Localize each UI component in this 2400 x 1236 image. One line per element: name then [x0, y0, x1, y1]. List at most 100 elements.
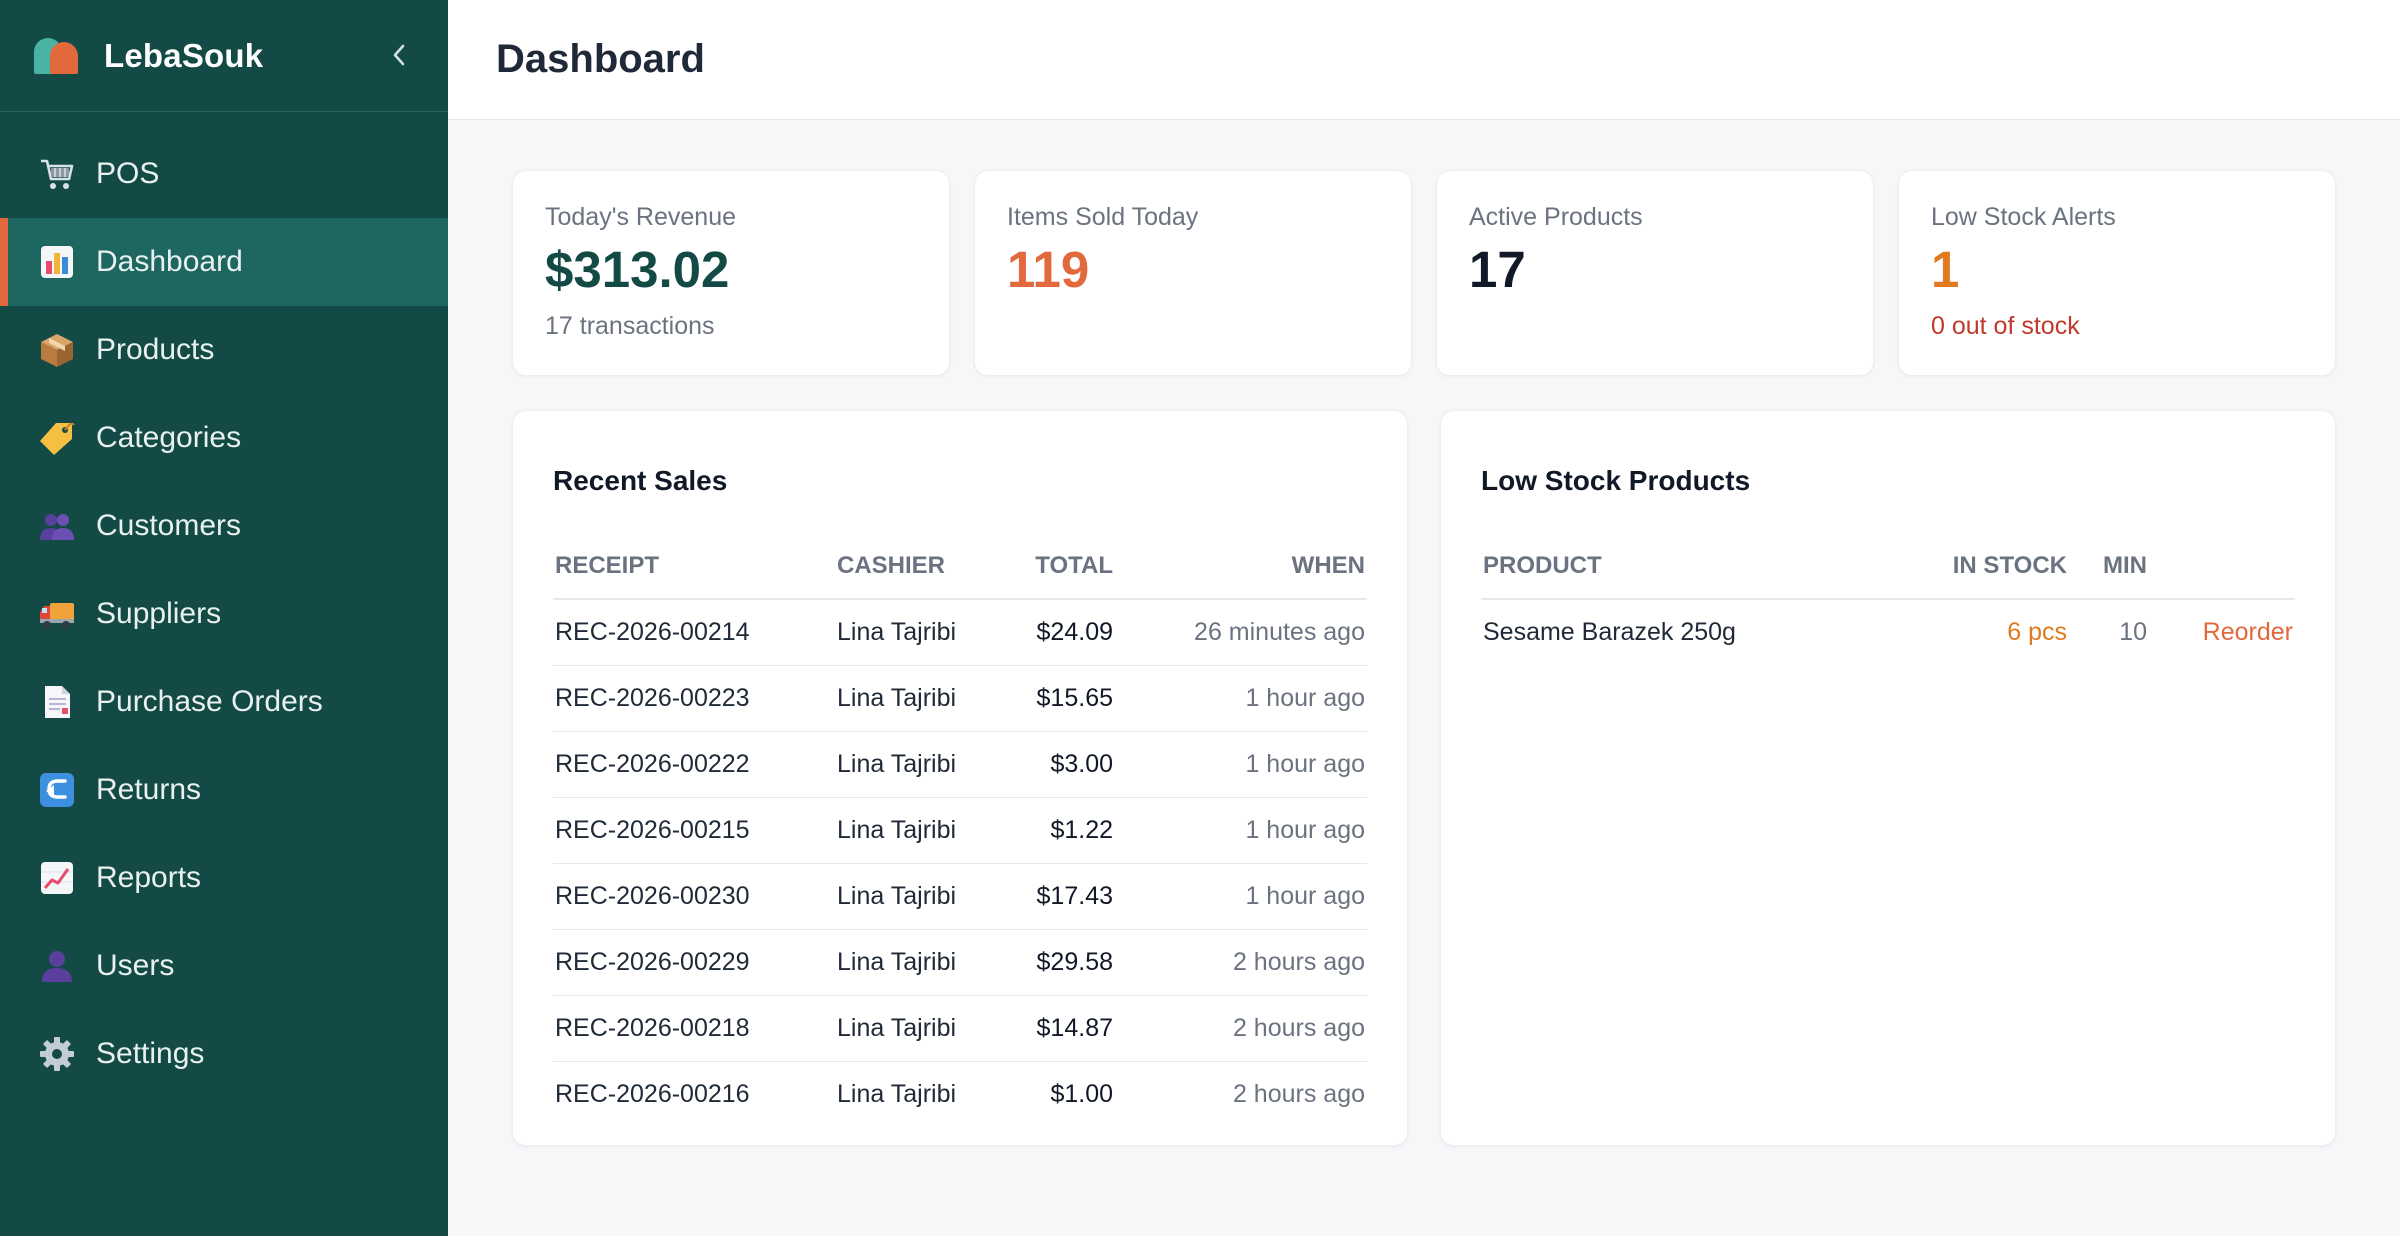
sidebar-item-label: Suppliers: [96, 597, 222, 630]
table-row[interactable]: REC-2026-00215 Lina Tajribi $1.22 1 hour…: [553, 797, 1367, 864]
low-stock-panel: Low Stock Products PRODUCT IN STOCK MIN …: [1440, 410, 2336, 1146]
table-header-row: RECEIPT CASHIER TOTAL WHEN: [553, 533, 1367, 600]
cashier-name: Lina Tajribi: [835, 797, 1021, 864]
sale-total: $14.87: [1021, 995, 1115, 1062]
sidebar-item-returns[interactable]: Returns: [0, 746, 448, 834]
sale-total: $1.22: [1021, 797, 1115, 864]
sidebar-item-users[interactable]: Users: [0, 922, 448, 1010]
receipt-number: REC-2026-00214: [553, 599, 835, 666]
cart-icon: [38, 155, 76, 193]
table-header-row: PRODUCT IN STOCK MIN: [1481, 533, 2295, 600]
sidebar-item-label: Categories: [96, 421, 242, 454]
document-icon: [38, 683, 76, 721]
column-header-receipt: RECEIPT: [553, 533, 835, 600]
stock-quantity: 6 pcs: [2007, 618, 2067, 646]
table-row: Sesame Barazek 250g 6 pcs 10 Reorder: [1481, 599, 2295, 665]
page-title: Dashboard: [496, 37, 705, 81]
table-row[interactable]: REC-2026-00223 Lina Tajribi $15.65 1 hou…: [553, 665, 1367, 732]
column-header-when: WHEN: [1115, 533, 1367, 600]
sidebar-item-label: Purchase Orders: [96, 685, 323, 718]
low-stock-alerts-label: Low Stock Alerts: [1931, 203, 2116, 231]
table-row[interactable]: REC-2026-00214 Lina Tajribi $24.09 26 mi…: [553, 599, 1367, 666]
page-header: Dashboard: [448, 0, 2400, 120]
items-sold-label: Items Sold Today: [1007, 203, 1199, 231]
table-row[interactable]: REC-2026-00229 Lina Tajribi $29.58 2 hou…: [553, 929, 1367, 996]
chevron-left-icon: [393, 44, 405, 66]
sidebar-item-categories[interactable]: Categories: [0, 394, 448, 482]
transactions-count: 17 transactions: [545, 312, 715, 341]
sale-total: $3.00: [1021, 731, 1115, 798]
table-row[interactable]: REC-2026-00218 Lina Tajribi $14.87 2 hou…: [553, 995, 1367, 1062]
recent-sales-panel: Recent Sales RECEIPT CASHIER TOTAL WHEN …: [512, 410, 1408, 1146]
sale-total: $1.00: [1050, 1079, 1113, 1108]
brand-logo: [34, 36, 80, 76]
sidebar-item-label: Customers: [96, 509, 242, 542]
items-sold-card: Items Sold Today 119: [974, 170, 1412, 376]
product-name: Sesame Barazek 250g: [1483, 618, 1736, 646]
sale-time: 1 hour ago: [1115, 731, 1367, 798]
gear-icon: [38, 1035, 76, 1073]
column-header-total: TOTAL: [1021, 533, 1115, 600]
sidebar-item-label: Users: [96, 949, 175, 982]
column-header-product: PRODUCT: [1481, 533, 1909, 600]
sidebar-item-label: Reports: [96, 861, 202, 894]
sale-time: 2 hours ago: [1232, 1079, 1365, 1108]
sale-time: 26 minutes ago: [1115, 599, 1367, 666]
cashier-name: Lina Tajribi: [835, 929, 1021, 996]
active-products-value: 17: [1469, 241, 1526, 298]
sidebar-item-settings[interactable]: Settings: [0, 1010, 448, 1098]
low-stock-alerts-value: 1: [1931, 241, 1960, 298]
cashier-name: Lina Tajribi: [835, 599, 1021, 666]
cashier-name: Lina Tajribi: [835, 863, 1021, 930]
cashier-name: Lina Tajribi: [835, 995, 1021, 1062]
receipt-number: REC-2026-00215: [553, 797, 835, 864]
recent-sales-table: RECEIPT CASHIER TOTAL WHEN REC-2026-0021…: [553, 533, 1367, 1127]
package-icon: [38, 331, 76, 369]
sale-total: $29.58: [1021, 929, 1115, 996]
sale-time: 1 hour ago: [1115, 797, 1367, 864]
sale-time: 1 hour ago: [1115, 863, 1367, 930]
sidebar-item-customers[interactable]: Customers: [0, 482, 448, 570]
sale-time: 2 hours ago: [1115, 995, 1367, 1062]
user-icon: [38, 947, 76, 985]
sale-total: $24.09: [1021, 599, 1115, 666]
truck-icon: [38, 595, 76, 633]
table-row[interactable]: REC-2026-00230 Lina Tajribi $17.43 1 hou…: [553, 863, 1367, 930]
cashier-name: Lina Tajribi: [835, 665, 1021, 732]
min-stock: 10: [2119, 618, 2147, 646]
sidebar-item-reports[interactable]: Reports: [0, 834, 448, 922]
column-header-cashier: CASHIER: [835, 533, 1021, 600]
sale-total: $17.43: [1021, 863, 1115, 930]
low-stock-alerts-card: Low Stock Alerts 1 0 out of stock: [1898, 170, 2336, 376]
active-products-label: Active Products: [1469, 203, 1643, 231]
sidebar-item-purchase-orders[interactable]: Purchase Orders: [0, 658, 448, 746]
brand-name: LebaSouk: [104, 36, 264, 74]
line-chart-icon: [38, 859, 76, 897]
return-arrow-icon: [38, 771, 76, 809]
receipt-number: REC-2026-00223: [553, 665, 835, 732]
receipt-number: REC-2026-00230: [553, 863, 835, 930]
sale-time: 2 hours ago: [1115, 929, 1367, 996]
items-sold-value: 119: [1007, 241, 1090, 298]
brand-header: LebaSouk: [0, 0, 448, 112]
low-stock-title: Low Stock Products: [1481, 465, 1751, 496]
receipt-number: REC-2026-00218: [553, 995, 835, 1062]
sidebar-nav: POS Dashboard: [0, 112, 448, 1098]
sidebar-item-label: Products: [96, 333, 215, 366]
sidebar-item-dashboard[interactable]: Dashboard: [0, 218, 448, 306]
bar-chart-icon: [38, 243, 76, 281]
sidebar-item-label: Settings: [96, 1037, 205, 1070]
out-of-stock-count: 0 out of stock: [1931, 312, 2080, 341]
sidebar-item-suppliers[interactable]: Suppliers: [0, 570, 448, 658]
table-row[interactable]: REC-2026-00216 Lina Tajribi $1.00 2 hour…: [553, 1061, 1367, 1127]
sale-total: $15.65: [1021, 665, 1115, 732]
low-stock-table: PRODUCT IN STOCK MIN Sesame Barazek 250g…: [1481, 533, 2295, 665]
active-products-card: Active Products 17: [1436, 170, 1874, 376]
table-row[interactable]: REC-2026-00222 Lina Tajribi $3.00 1 hour…: [553, 731, 1367, 798]
reorder-link[interactable]: Reorder: [2202, 618, 2293, 646]
collapse-sidebar-button[interactable]: [384, 40, 414, 70]
sidebar-item-products[interactable]: Products: [0, 306, 448, 394]
sidebar-item-label: Dashboard: [96, 245, 243, 278]
revenue-label: Today's Revenue: [545, 203, 737, 231]
sidebar-item-pos[interactable]: POS: [0, 130, 448, 218]
